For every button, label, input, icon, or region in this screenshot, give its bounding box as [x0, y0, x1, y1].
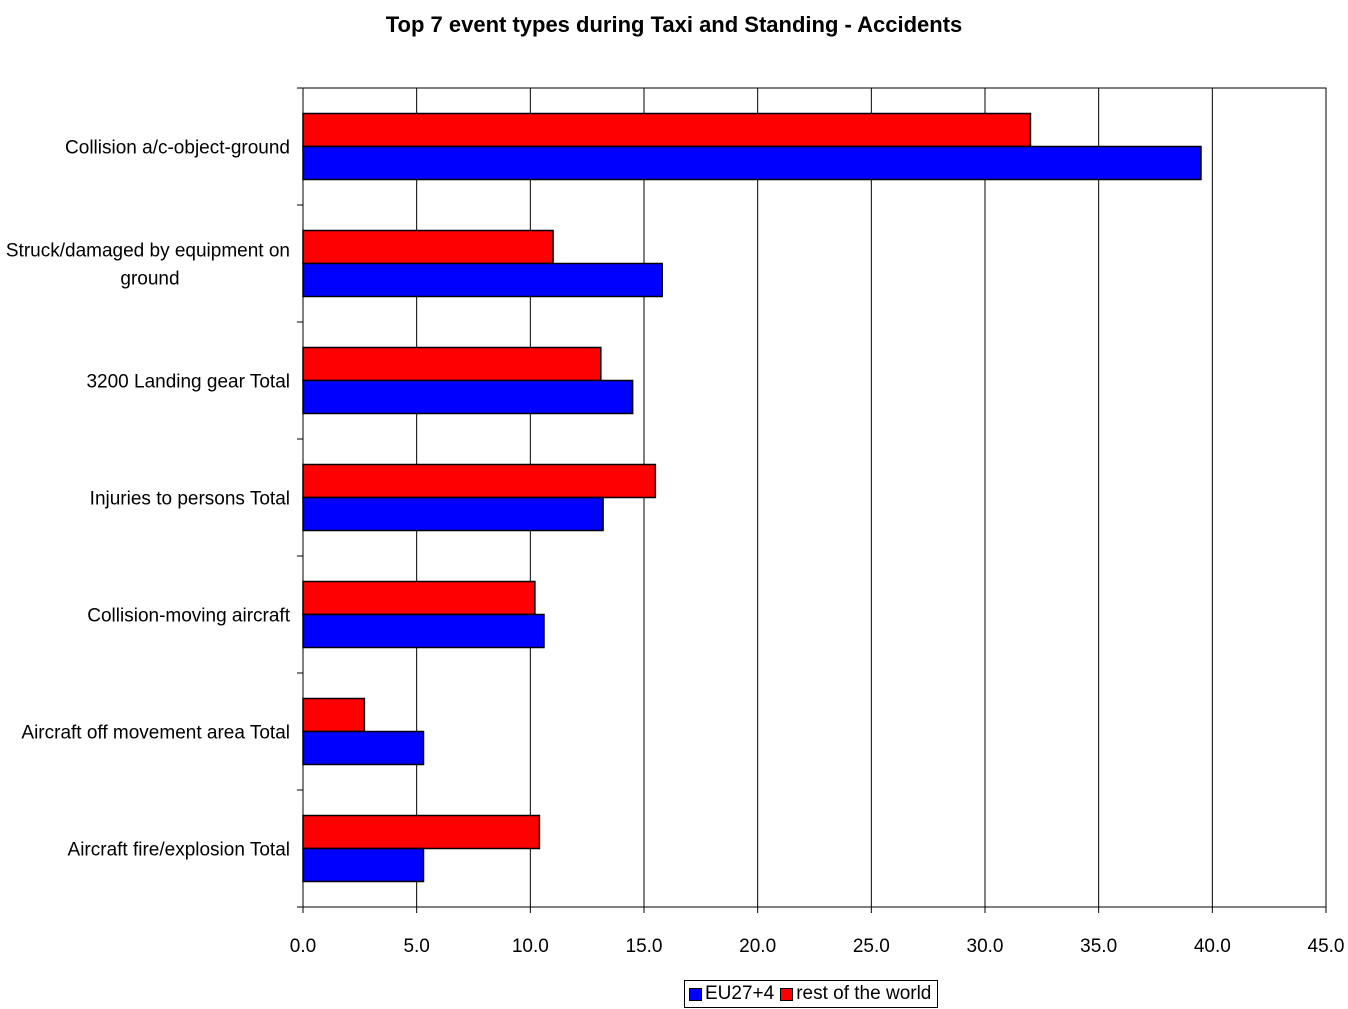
legend-swatch — [689, 987, 702, 1001]
x-tick-label: 5.0 — [403, 936, 429, 957]
bar-eu27-4 — [302, 145, 1202, 181]
category-label: Collision-moving aircraft — [87, 606, 290, 627]
category-label-line: Struck/damaged by equipment on — [6, 241, 290, 262]
category-label: Collision a/c-object-ground — [65, 138, 290, 159]
axes — [297, 87, 1327, 913]
x-tick-label: 15.0 — [626, 936, 663, 957]
legend-item: rest of the world — [780, 983, 931, 1005]
bar-eu27-4 — [302, 262, 663, 298]
category-label-line: Aircraft fire/explosion Total — [68, 840, 290, 861]
legend-swatch — [780, 987, 794, 1001]
x-tick-label: 45.0 — [1308, 936, 1345, 957]
bar-rest-of-world — [302, 814, 541, 850]
legend-label: EU27+4 — [705, 983, 775, 1004]
bar-rest-of-world — [302, 463, 657, 499]
x-tick-label: 10.0 — [512, 936, 549, 957]
bar-eu27-4 — [302, 730, 425, 766]
chart-title: Top 7 event types during Taxi and Standi… — [385, 12, 963, 37]
category-label: Aircraft fire/explosion Total — [68, 840, 290, 861]
category-label-line: ground — [120, 269, 179, 290]
legend-item: EU27+4 — [689, 983, 774, 1005]
bar-rest-of-world — [302, 697, 366, 733]
legend: EU27+4 rest of the world — [684, 980, 939, 1008]
x-tick-label: 25.0 — [853, 936, 890, 957]
category-label: 3200 Landing gear Total — [86, 372, 290, 393]
x-tick-label: 20.0 — [739, 936, 776, 957]
bars — [302, 112, 1202, 883]
bar-eu27-4 — [302, 379, 634, 415]
bar-rest-of-world — [302, 229, 554, 265]
category-label-line: Collision a/c-object-ground — [65, 138, 290, 159]
labels: 0.0 5.0 10.0 15.0 20.0 25.0 30.0 35.0 40.0 45.0 Co… — [6, 138, 1345, 958]
category-label-line: Collision-moving aircraft — [87, 606, 290, 627]
category-label-line: Aircraft off movement area Total — [21, 723, 290, 744]
bar-eu27-4 — [302, 496, 604, 532]
bar-rest-of-world — [302, 346, 602, 382]
legend-label: rest of the world — [796, 983, 932, 1004]
x-tick-label: 0.0 — [290, 936, 316, 957]
bar-chart: 0.0 5.0 10.0 15.0 20.0 25.0 30.0 35.0 40.0 45.0 Co… — [6, 87, 1345, 958]
x-tick-label: 40.0 — [1194, 936, 1231, 957]
x-tick-label: 35.0 — [1080, 936, 1117, 957]
bar-eu27-4 — [302, 847, 425, 883]
x-tick-label: 30.0 — [967, 936, 1004, 957]
category-label: Injuries to persons Total — [90, 489, 290, 510]
bar-rest-of-world — [302, 112, 1032, 148]
bar-eu27-4 — [302, 613, 545, 649]
category-label-line: 3200 Landing gear Total — [86, 372, 290, 393]
category-label-line: Injuries to persons Total — [90, 489, 290, 510]
category-label: Struck/damaged by equipment on ground — [6, 241, 290, 290]
bar-rest-of-world — [302, 580, 536, 616]
category-label: Aircraft off movement area Total — [21, 723, 290, 744]
